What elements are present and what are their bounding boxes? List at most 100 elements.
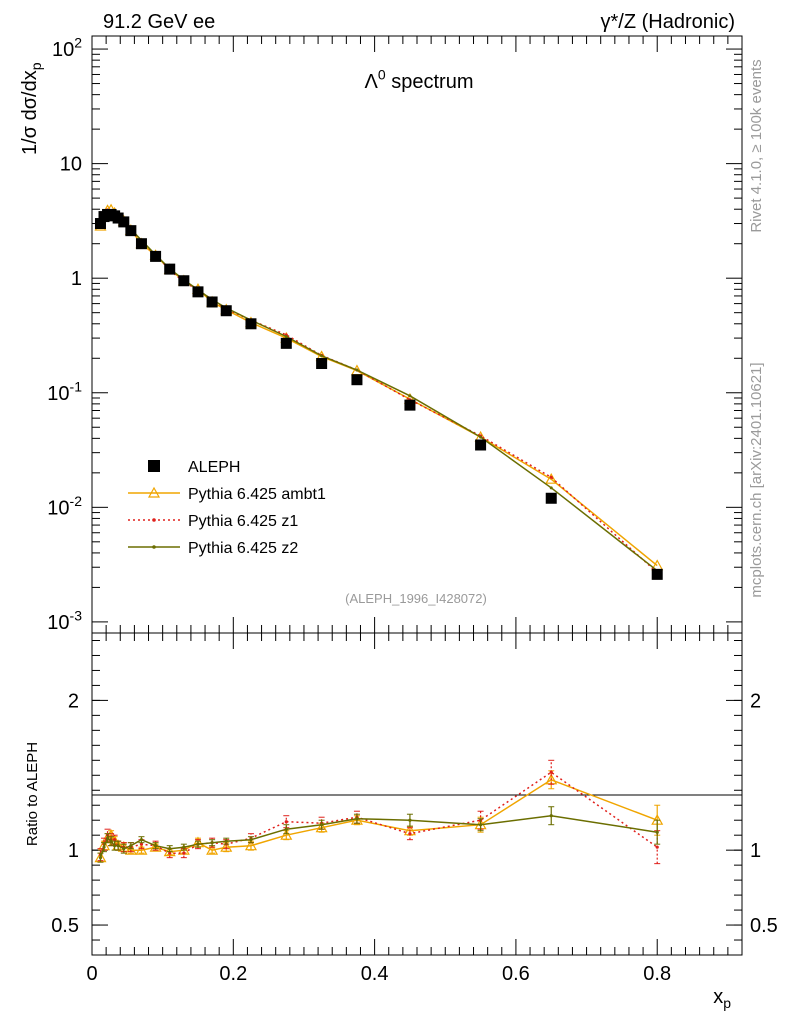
aleph-data-point (651, 568, 663, 580)
y-tick-label: 10-3 (47, 607, 82, 633)
plot-title: Λ0 spectrum (365, 67, 474, 93)
ratio-point-z2 (284, 827, 288, 831)
ratio-point-z1 (549, 770, 553, 774)
ratio-y-tick-label-right: 0.5 (750, 915, 778, 937)
ratio-y-tick-label-right: 1 (750, 840, 761, 862)
aleph-data-point (545, 492, 557, 504)
rivet-version-label: Rivet 4.1.0, ≥ 100k events (748, 59, 765, 232)
ratio-point-z2 (196, 842, 200, 846)
ratio-y-tick-label: 0.5 (51, 915, 79, 937)
z1-point (549, 475, 553, 479)
ratio-point-ambt1 (244, 839, 257, 851)
ratio-point-z2 (129, 844, 133, 848)
ratio-point-z2 (102, 845, 106, 849)
aleph-data-point (316, 358, 328, 370)
z2-point (479, 435, 483, 439)
ratio-y-tick-label: 1 (68, 840, 79, 862)
ratio-point-z1 (113, 838, 117, 842)
aleph-data-point (150, 250, 162, 262)
legend-label: ALEPH (188, 459, 240, 476)
ratio-y-tick-label: 2 (68, 690, 79, 712)
aleph-data-point (404, 399, 416, 411)
mcplots-label: mcplots.cern.ch [arXiv:2401.10621] (748, 362, 765, 597)
aleph-data-point (206, 296, 218, 308)
ratio-point-z1 (408, 832, 412, 836)
ratio-point-z2 (655, 830, 659, 834)
aleph-data-point (118, 216, 130, 228)
x-axis-label: xp (713, 986, 731, 1011)
ratio-point-z1 (182, 851, 186, 855)
y-tick-label: 102 (52, 35, 82, 61)
legend-marker (152, 518, 156, 522)
main-series (94, 203, 664, 580)
legend-marker (152, 545, 156, 549)
ratio-point-ambt1 (315, 821, 328, 833)
ratio-point-z2 (549, 814, 553, 818)
z2-point (549, 486, 553, 490)
ratio-point-z2 (122, 847, 126, 851)
aleph-data-point (178, 275, 190, 287)
aleph-data-point (280, 337, 292, 349)
z2-point (408, 394, 412, 398)
aleph-data-point (351, 374, 363, 386)
ratio-point-z2 (355, 817, 359, 821)
ratio-line-z1 (99, 771, 658, 855)
aleph-data-point (125, 225, 137, 237)
aleph-data-point (245, 318, 257, 330)
ratio-point-ambt1 (280, 828, 293, 840)
x-tick-label: 0.6 (502, 963, 530, 985)
ratio-point-z2 (105, 836, 110, 840)
x-tick-label: 0.4 (361, 963, 389, 985)
aleph-data-point (164, 263, 176, 275)
aleph-data-point (112, 212, 124, 224)
ratio-point-z2 (210, 841, 214, 845)
ratio-plot-frame (91, 632, 743, 956)
ratio-series (94, 759, 664, 865)
ratio-point-z2 (320, 823, 324, 827)
aleph-data-point (220, 305, 232, 317)
ratio-point-z2 (153, 844, 158, 848)
ratio-point-z2 (408, 818, 412, 822)
ratio-point-z2 (139, 838, 144, 842)
header-process: γ*/Z (Hadronic) (601, 11, 735, 33)
legend-label: Pythia 6.425 ambt1 (188, 486, 326, 503)
legend-marker-ambt1 (147, 486, 161, 498)
ambt1-point (545, 472, 558, 484)
ratio-point-z2 (109, 839, 113, 843)
aleph-data-point (135, 238, 147, 250)
ratio-point-z2 (116, 844, 120, 848)
ratio-y-tick-label-right: 2 (750, 690, 761, 712)
legend-label: Pythia 6.425 z2 (188, 540, 298, 557)
z2-point (355, 368, 359, 372)
y-tick-label: 10-1 (47, 378, 82, 404)
z2-point (284, 334, 288, 338)
ratio-point-z1 (284, 820, 288, 824)
analysis-watermark: (ALEPH_1996_I428072) (345, 591, 487, 606)
y-tick-label: 1 (71, 268, 82, 290)
legend: ALEPH Pythia 6.425 ambt1 Pythia 6.425 z1 Py… (128, 459, 326, 557)
ratio-point-ambt1 (124, 843, 137, 855)
ratio-point-z2 (98, 856, 103, 860)
y-tick-label: 10 (60, 154, 82, 176)
y-axis-label: 1/σ dσ/dxp (19, 62, 44, 155)
ratio-point-ambt1 (220, 840, 233, 852)
header-energy: 91.2 GeV ee (103, 11, 215, 33)
aleph-data-point (192, 286, 204, 298)
ratio-point-ambt1 (135, 843, 148, 855)
x-tick-label: 0 (86, 963, 97, 985)
ratio-point-z2 (478, 823, 483, 827)
ratio-point-z2 (249, 838, 253, 842)
x-tick-label: 0.2 (219, 963, 247, 985)
series-line-z2 (99, 210, 658, 572)
legend-label: Pythia 6.425 z1 (188, 513, 298, 530)
aleph-data-point (94, 218, 106, 230)
ratio-point-z1 (168, 851, 172, 855)
ratio-y-axis-label: Ratio to ALEPH (24, 742, 41, 846)
ratio-point-z2 (182, 845, 186, 849)
y-tick-label: 10-2 (47, 493, 82, 519)
aleph-data-point (475, 439, 487, 451)
axes: 10-3 10-2 10-1 1 10 102 0.5 0.5 1 1 2 2 0 0.2 0.4 0.6 0.… (47, 35, 778, 985)
ratio-point-z2 (113, 844, 117, 848)
x-tick-label: 0.8 (643, 963, 671, 985)
